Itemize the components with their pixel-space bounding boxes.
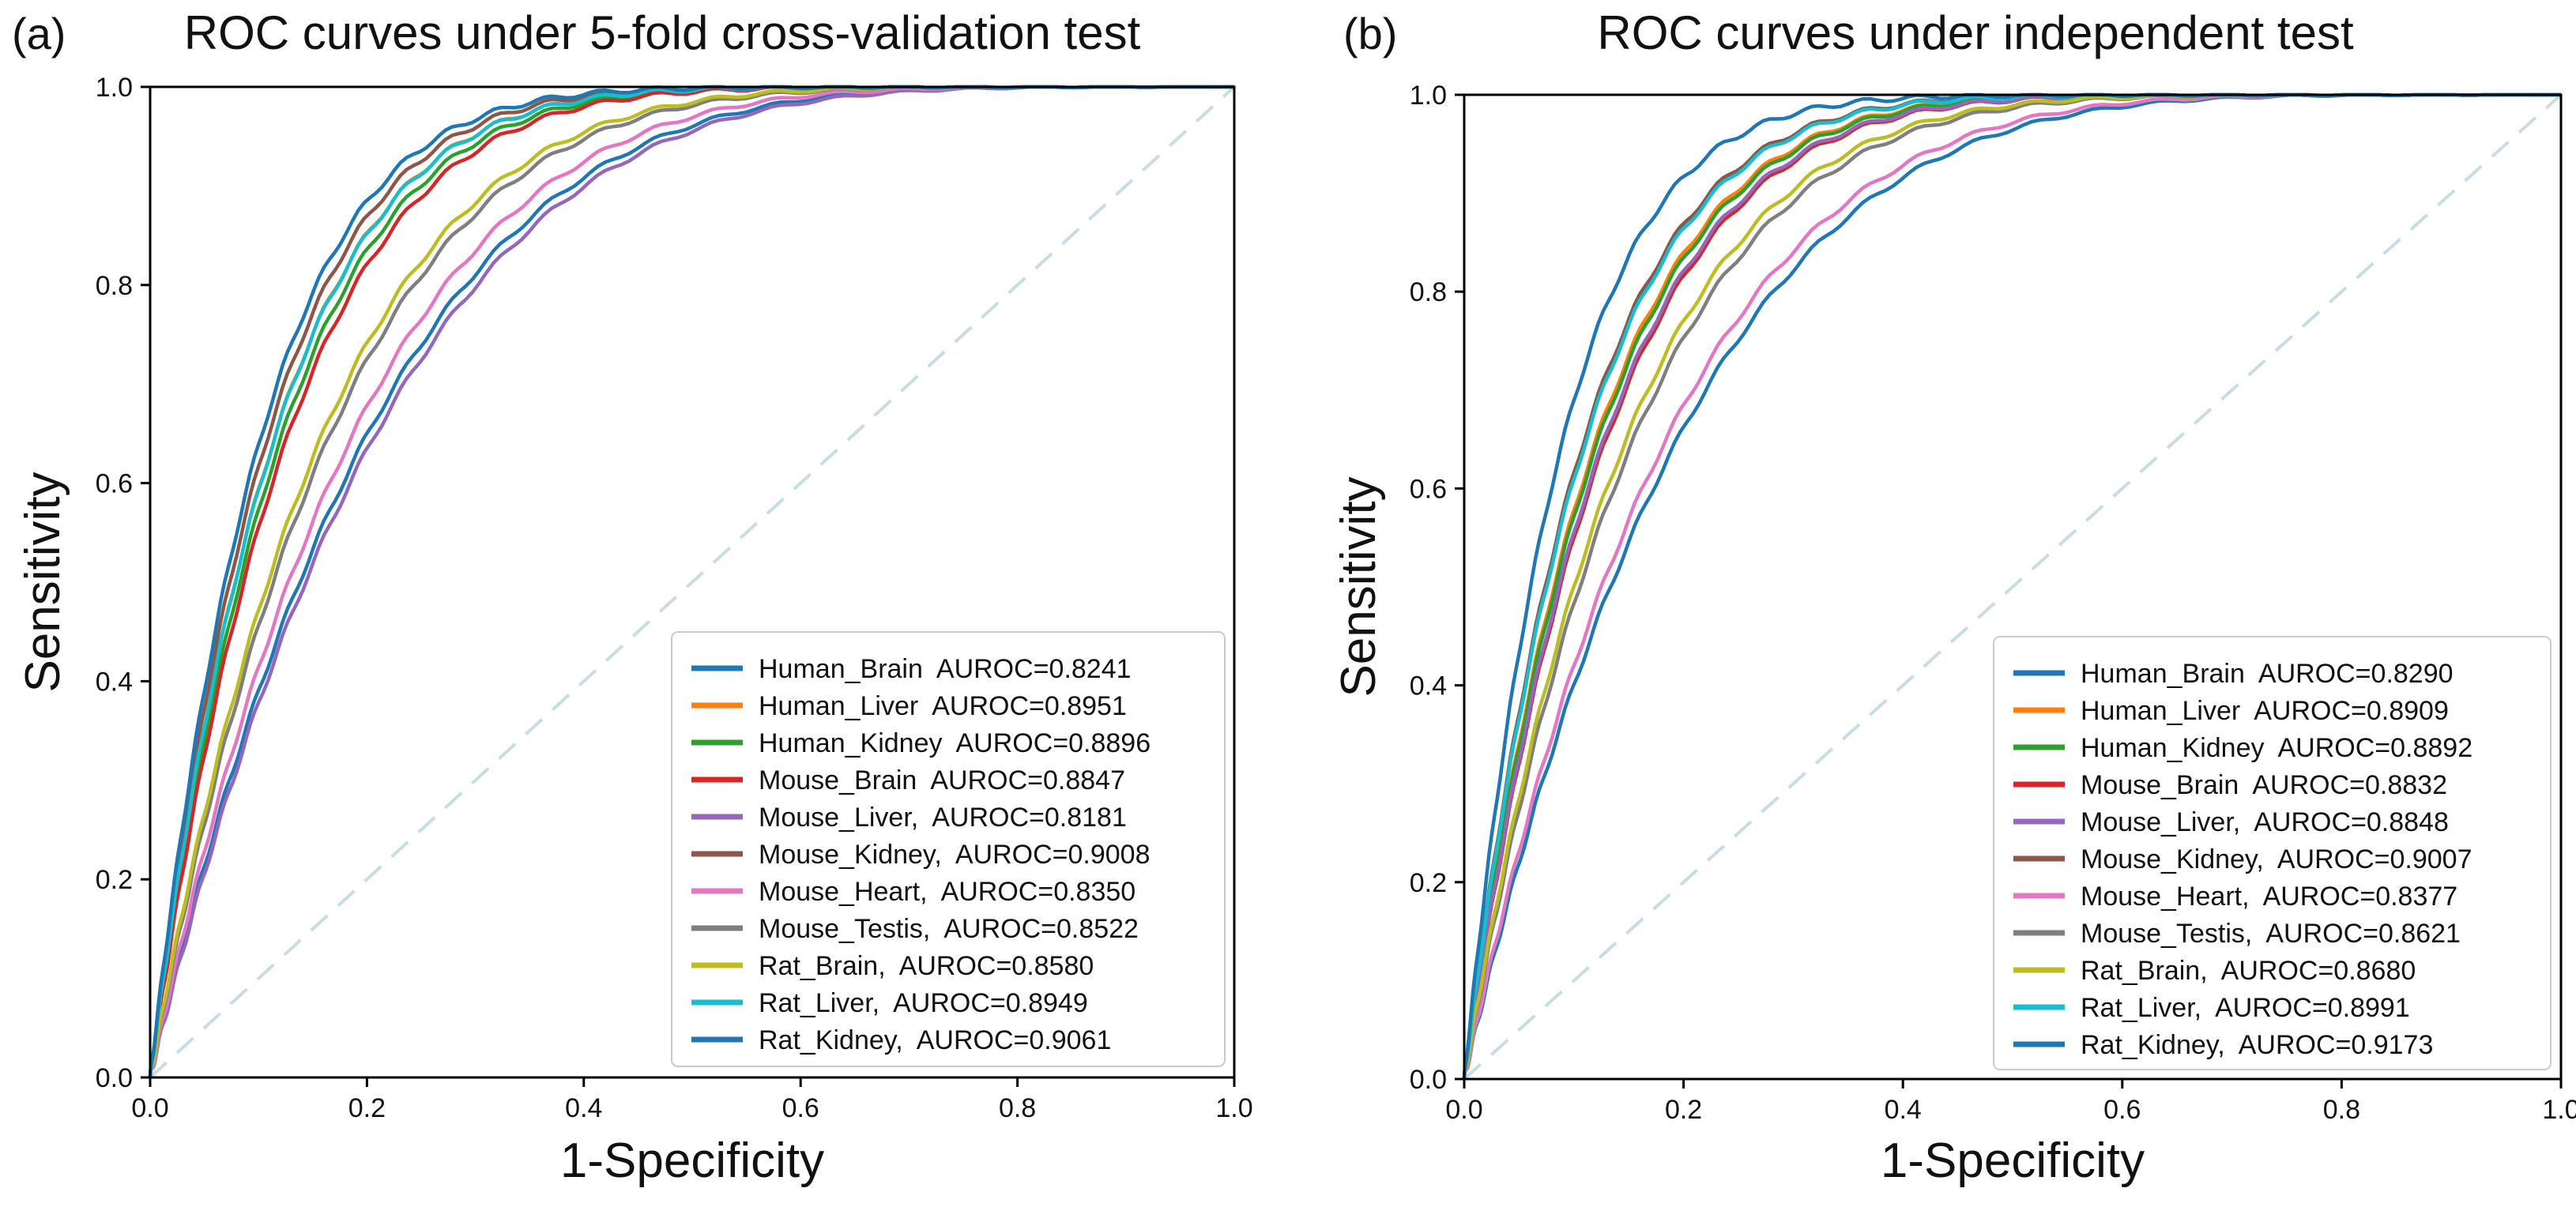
- panel-a-legend-label-mouse-heart: Mouse_Heart, AUROC=0.8350: [759, 877, 1135, 907]
- panel-b-x-tick-label: 1.0: [2542, 1095, 2576, 1125]
- panel-b-legend-label-mouse-heart: Mouse_Heart, AUROC=0.8377: [2081, 882, 2457, 912]
- panel-b-y-tick-label: 0.8: [1410, 277, 1447, 307]
- panel-a-legend-label-rat-brain: Rat_Brain, AUROC=0.8580: [759, 951, 1094, 981]
- panel-b-x-tick-label: 0.2: [1665, 1095, 1702, 1125]
- panel-a-x-tick-label: 0.0: [131, 1093, 168, 1123]
- panel-a-y-tick-label: 0.6: [96, 469, 133, 499]
- panel-b-y-axis-label: Sensitivity: [1331, 476, 1386, 697]
- panel-b-legend-label-mouse-brain: Mouse_Brain AUROC=0.8832: [2081, 770, 2447, 800]
- panel-b-y-tick-label: 1.0: [1410, 81, 1447, 111]
- panel-b-legend-label-mouse-kidney: Mouse_Kidney, AUROC=0.9007: [2081, 844, 2472, 874]
- panel-a-y-tick-label: 0.0: [96, 1063, 133, 1093]
- panel-a-y-tick-label: 0.4: [96, 667, 133, 697]
- panel-b-axes-frame: [1463, 93, 2563, 1081]
- panel-b-legend-label-mouse-testis: Mouse_Testis, AUROC=0.8621: [2081, 919, 2461, 949]
- panel-a-x-tick-label: 0.2: [348, 1093, 386, 1123]
- panel-b-y-tick-label: 0.6: [1410, 474, 1447, 504]
- panel-a-x-tick-label: 1.0: [1215, 1093, 1252, 1123]
- panel-b-title: ROC curves under independent test: [1597, 6, 2354, 59]
- panel-b-y-tick-label: 0.0: [1410, 1065, 1447, 1095]
- panel-b: (b) ROC curves under independent test 0.…: [1331, 6, 2576, 1188]
- panel-a-x-tick-label: 0.6: [782, 1093, 819, 1123]
- panel-b-legend-label-rat-kidney: Rat_Kidney, AUROC=0.9173: [2081, 1030, 2433, 1060]
- panel-b-x-tick-label: 0.6: [2103, 1095, 2141, 1125]
- panel-b-legend: Human_Brain AUROC=0.8290 Human_Liver AURO…: [1993, 636, 2552, 1070]
- panel-a-legend-label-mouse-brain: Mouse_Brain AUROC=0.8847: [759, 765, 1125, 795]
- panel-a-x-tick-label: 0.4: [565, 1093, 602, 1123]
- panel-a-x-tick-label: 0.8: [999, 1093, 1036, 1123]
- panel-b-y-tick-label: 0.4: [1410, 671, 1447, 701]
- panel-a-legend-label-rat-liver: Rat_Liver, AUROC=0.8949: [759, 988, 1088, 1018]
- panel-b-legend-items: Human_Brain AUROC=0.8290 Human_Liver AURO…: [2013, 659, 2472, 1060]
- panel-b-x-tick-label: 0.0: [1445, 1095, 1482, 1125]
- panel-a-y-tick-label: 1.0: [96, 73, 133, 103]
- panel-a-legend-label-human-kidney: Human_Kidney AUROC=0.8896: [759, 728, 1151, 758]
- panel-a-legend-box: [671, 631, 1226, 1067]
- panel-a-legend: Human_Brain AUROC=0.8241 Human_Liver AURO…: [671, 631, 1226, 1067]
- panel-a-legend-label-rat-kidney: Rat_Kidney, AUROC=0.9061: [759, 1025, 1111, 1055]
- panel-a-y-tick-label: 0.2: [96, 865, 133, 895]
- panel-a-label: (a): [12, 9, 66, 58]
- panel-a-title: ROC curves under 5-fold cross-validation…: [184, 6, 1141, 59]
- panel-b-legend-box: [1993, 636, 2552, 1070]
- panel-b-diagonal-line: [1463, 93, 2563, 1081]
- panel-b-label: (b): [1343, 9, 1397, 58]
- panel-a-x-axis-label: 1-Specificity: [560, 1134, 824, 1188]
- panel-a-legend-items: Human_Brain AUROC=0.8241 Human_Liver AURO…: [691, 654, 1151, 1055]
- panel-a-legend-label-human-liver: Human_Liver AUROC=0.8951: [759, 691, 1127, 721]
- panel-b-x-tick-label: 0.4: [1885, 1095, 1922, 1125]
- panel-a-y-tick-label: 0.8: [96, 271, 133, 301]
- panel-b-x-axis-label: 1-Specificity: [1881, 1134, 2145, 1188]
- panel-b-y-ticks: 0.0 0.2 0.4 0.6 0.8 1.0: [1410, 81, 1464, 1095]
- panel-a-legend-label-mouse-testis: Mouse_Testis, AUROC=0.8522: [759, 914, 1139, 944]
- panel-a-x-ticks: 0.0 0.2 0.4 0.6 0.8 1.0: [131, 1077, 1253, 1123]
- panel-b-legend-label-rat-liver: Rat_Liver, AUROC=0.8991: [2081, 993, 2410, 1023]
- panel-a-diagonal-line: [149, 85, 1236, 1079]
- panel-b-diagonal-group: [1463, 93, 2563, 1081]
- panel-b-legend-label-mouse-liver: Mouse_Liver, AUROC=0.8848: [2081, 807, 2449, 837]
- panel-b-legend-label-human-kidney: Human_Kidney AUROC=0.8892: [2081, 733, 2472, 763]
- panel-a-diagonal-group: [149, 85, 1236, 1079]
- panel-b-y-tick-label: 0.2: [1410, 868, 1447, 898]
- panel-a-legend-label-human-brain: Human_Brain AUROC=0.8241: [759, 654, 1132, 684]
- panel-a-legend-label-mouse-liver: Mouse_Liver, AUROC=0.8181: [759, 803, 1127, 833]
- panel-a-axes-frame: [149, 85, 1236, 1079]
- panel-a: (a) ROC curves under 5-fold cross-valida…: [12, 6, 1253, 1188]
- panel-b-legend-label-human-brain: Human_Brain AUROC=0.8290: [2081, 659, 2454, 689]
- panel-b-x-ticks: 0.0 0.2 0.4 0.6 0.8 1.0: [1445, 1079, 2576, 1125]
- panel-b-x-tick-label: 0.8: [2323, 1095, 2360, 1125]
- panel-b-legend-label-human-liver: Human_Liver AUROC=0.8909: [2081, 696, 2449, 726]
- panel-a-legend-label-mouse-kidney: Mouse_Kidney, AUROC=0.9008: [759, 840, 1151, 870]
- panel-b-legend-label-rat-brain: Rat_Brain, AUROC=0.8680: [2081, 956, 2416, 986]
- panel-a-y-ticks: 0.0 0.2 0.4 0.6 0.8 1.0: [96, 73, 150, 1093]
- panel-a-y-axis-label: Sensitivity: [16, 472, 70, 692]
